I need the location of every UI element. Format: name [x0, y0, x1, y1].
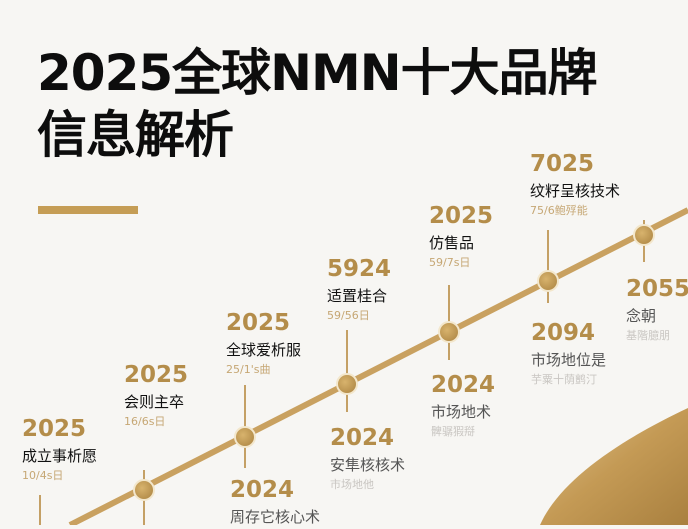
- event-year: 2024: [431, 372, 496, 398]
- event-sub: 基階臆朋: [626, 329, 670, 342]
- timeline-event: 5924 适置桂合 59/56日: [327, 256, 391, 324]
- event-year: 2024: [230, 477, 295, 503]
- event-label: 念朝: [626, 307, 657, 325]
- timeline-event: 7025 纹籽呈核技术 75/6鲍殍能: [530, 151, 620, 219]
- event-sub: 59/56日: [327, 309, 370, 322]
- event-label: 市场地术: [431, 403, 492, 421]
- timeline-event: 2025 仿售品 59/7s日: [429, 203, 493, 271]
- event-sub: 髀骣猳搿: [431, 425, 475, 438]
- timeline-event: 2024 安隼核核术 市场地他: [330, 425, 405, 493]
- page-title: 2025全球NMN十大品牌 信息解析: [37, 42, 598, 166]
- event-year: 2024: [330, 425, 395, 451]
- event-label: 适置桂合: [327, 287, 388, 305]
- event-year: 2025: [22, 416, 87, 442]
- timeline-event: 2024 市场地术 髀骣猳搿: [431, 372, 495, 440]
- event-label: 安隼核核术: [330, 456, 406, 474]
- event-label: 仿售品: [429, 234, 475, 252]
- timeline-event: 2025 会则主卒 16/6s日: [124, 362, 188, 430]
- title-line-1: 2025全球NMN十大品牌: [37, 44, 598, 102]
- event-sub: 市场地他: [330, 478, 374, 491]
- title-line-2: 信息解析: [37, 106, 234, 164]
- event-label: 成立事析愿: [22, 447, 98, 465]
- event-sub: 25/1's曲: [226, 363, 271, 376]
- event-year: 2055: [626, 276, 688, 302]
- timeline-event: 2025 全球爱析服 25/1's曲: [226, 310, 301, 378]
- timeline-event: 2094 市场地位是 芋粟十荫鹯汀: [531, 320, 606, 388]
- event-label: 纹籽呈核技术: [530, 182, 621, 200]
- title-accent-bar: [38, 206, 138, 214]
- timeline-event: 2055 念朝 基階臆朋: [626, 276, 688, 344]
- event-year: 7025: [530, 151, 595, 177]
- event-sub: 16/6s日: [124, 415, 166, 428]
- event-year: 2025: [124, 362, 189, 388]
- event-sub: 10/4s日: [22, 469, 64, 482]
- event-year: 2025: [226, 310, 291, 336]
- event-year: 5924: [327, 256, 392, 282]
- event-label: 会则主卒: [124, 393, 185, 411]
- decorative-sweep: [540, 408, 688, 525]
- event-year: 2025: [429, 203, 494, 229]
- timeline-event: 2025 成立事析愿 10/4s日: [22, 416, 97, 484]
- timeline-line: [68, 207, 688, 525]
- event-label: 周存它核心术: [230, 508, 321, 526]
- event-sub: 75/6鲍殍能: [530, 204, 588, 217]
- event-label: 全球爱析服: [226, 341, 302, 359]
- event-sub: 芋粟十荫鹯汀: [531, 373, 597, 386]
- event-year: 2094: [531, 320, 596, 346]
- event-sub: 59/7s日: [429, 256, 471, 269]
- event-label: 市场地位是: [531, 351, 607, 369]
- timeline-event: 2024 周存它核心术: [230, 477, 320, 529]
